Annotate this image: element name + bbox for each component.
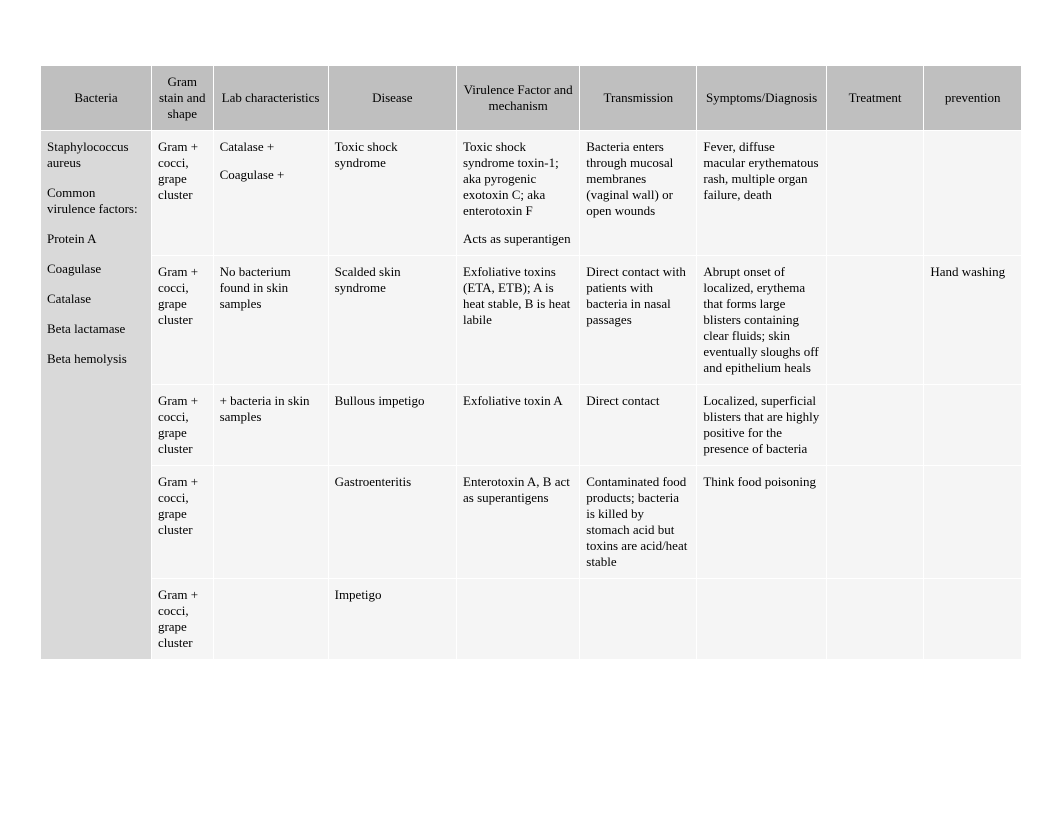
col-header-gram: Gram stain and shape (151, 66, 213, 131)
cell-disease: Impetigo (328, 579, 456, 660)
bacteria-vf-header: Common virulence factors: (47, 185, 145, 217)
lab-line: Catalase + (220, 139, 322, 155)
bacteria-vf-item: Coagulase (47, 261, 145, 277)
cell-symptoms: Abrupt onset of localized, erythema that… (697, 256, 826, 385)
cell-symptoms: Fever, diffuse macular erythematous rash… (697, 131, 826, 256)
table-row: Gram + cocci, grape cluster Gastroenteri… (41, 466, 1022, 579)
virulence-line: Acts as superantigen (463, 231, 573, 247)
cell-prevention: Hand washing (924, 256, 1022, 385)
cell-lab: No bacterium found in skin samples (213, 256, 328, 385)
cell-gram: Gram + cocci, grape cluster (151, 579, 213, 660)
bacteria-vf-item: Protein A (47, 231, 145, 247)
col-header-bacteria: Bacteria (41, 66, 152, 131)
virulence-line: Toxic shock syndrome toxin-1; aka pyroge… (463, 139, 573, 219)
table-row: Staphylococcus aureus Common virulence f… (41, 131, 1022, 256)
cell-gram: Gram + cocci, grape cluster (151, 385, 213, 466)
lab-line: Coagulase + (220, 167, 322, 183)
bacteria-table: Bacteria Gram stain and shape Lab charac… (40, 65, 1022, 660)
cell-transmission: Bacteria enters through mucosal membrane… (580, 131, 697, 256)
col-header-treatment: Treatment (826, 66, 924, 131)
cell-lab (213, 466, 328, 579)
bacteria-vf-item: Catalase (47, 291, 145, 307)
col-header-virulence: Virulence Factor and mechanism (457, 66, 580, 131)
table-row: Gram + cocci, grape cluster Impetigo (41, 579, 1022, 660)
virulence-line: Enterotoxin A, B act as superantigens (463, 474, 573, 506)
cell-bacteria: Staphylococcus aureus Common virulence f… (41, 131, 152, 660)
cell-virulence: Exfoliative toxin A (457, 385, 580, 466)
cell-virulence: Exfoliative toxins (ETA, ETB); A is heat… (457, 256, 580, 385)
cell-prevention (924, 385, 1022, 466)
cell-transmission: Contaminated food products; bacteria is … (580, 466, 697, 579)
cell-disease: Scalded skin syndrome (328, 256, 456, 385)
table-row: Gram + cocci, grape cluster + bacteria i… (41, 385, 1022, 466)
cell-symptoms (697, 579, 826, 660)
table-body: Staphylococcus aureus Common virulence f… (41, 131, 1022, 660)
lab-line: No bacterium found in skin samples (220, 264, 322, 312)
cell-treatment (826, 466, 924, 579)
cell-disease: Toxic shock syndrome (328, 131, 456, 256)
table-row: Gram + cocci, grape cluster No bacterium… (41, 256, 1022, 385)
cell-gram: Gram + cocci, grape cluster (151, 466, 213, 579)
col-header-prevention: prevention (924, 66, 1022, 131)
cell-virulence: Toxic shock syndrome toxin-1; aka pyroge… (457, 131, 580, 256)
cell-prevention (924, 579, 1022, 660)
cell-prevention (924, 466, 1022, 579)
cell-disease: Bullous impetigo (328, 385, 456, 466)
cell-virulence (457, 579, 580, 660)
cell-gram: Gram + cocci, grape cluster (151, 256, 213, 385)
cell-virulence: Enterotoxin A, B act as superantigens (457, 466, 580, 579)
col-header-transmission: Transmission (580, 66, 697, 131)
cell-lab (213, 579, 328, 660)
bacteria-vf-item: Beta hemolysis (47, 351, 145, 367)
col-header-lab: Lab characteristics (213, 66, 328, 131)
cell-gram: Gram + cocci, grape cluster (151, 131, 213, 256)
bacteria-vf-item: Beta lactamase (47, 321, 145, 337)
cell-treatment (826, 385, 924, 466)
cell-transmission (580, 579, 697, 660)
cell-lab: + bacteria in skin samples (213, 385, 328, 466)
cell-transmission: Direct contact (580, 385, 697, 466)
cell-prevention (924, 131, 1022, 256)
cell-lab: Catalase + Coagulase + (213, 131, 328, 256)
lab-line: + bacteria in skin samples (220, 393, 322, 425)
cell-symptoms: Localized, superficial blisters that are… (697, 385, 826, 466)
col-header-disease: Disease (328, 66, 456, 131)
cell-disease: Gastroenteritis (328, 466, 456, 579)
virulence-line: Exfoliative toxin A (463, 393, 573, 409)
cell-treatment (826, 131, 924, 256)
col-header-symptoms: Symptoms/Diagnosis (697, 66, 826, 131)
cell-symptoms: Think food poisoning (697, 466, 826, 579)
cell-treatment (826, 579, 924, 660)
cell-transmission: Direct contact with patients with bacter… (580, 256, 697, 385)
virulence-line: Exfoliative toxins (ETA, ETB); A is heat… (463, 264, 573, 328)
bacteria-name: Staphylococcus aureus (47, 139, 145, 171)
table-header-row: Bacteria Gram stain and shape Lab charac… (41, 66, 1022, 131)
cell-treatment (826, 256, 924, 385)
